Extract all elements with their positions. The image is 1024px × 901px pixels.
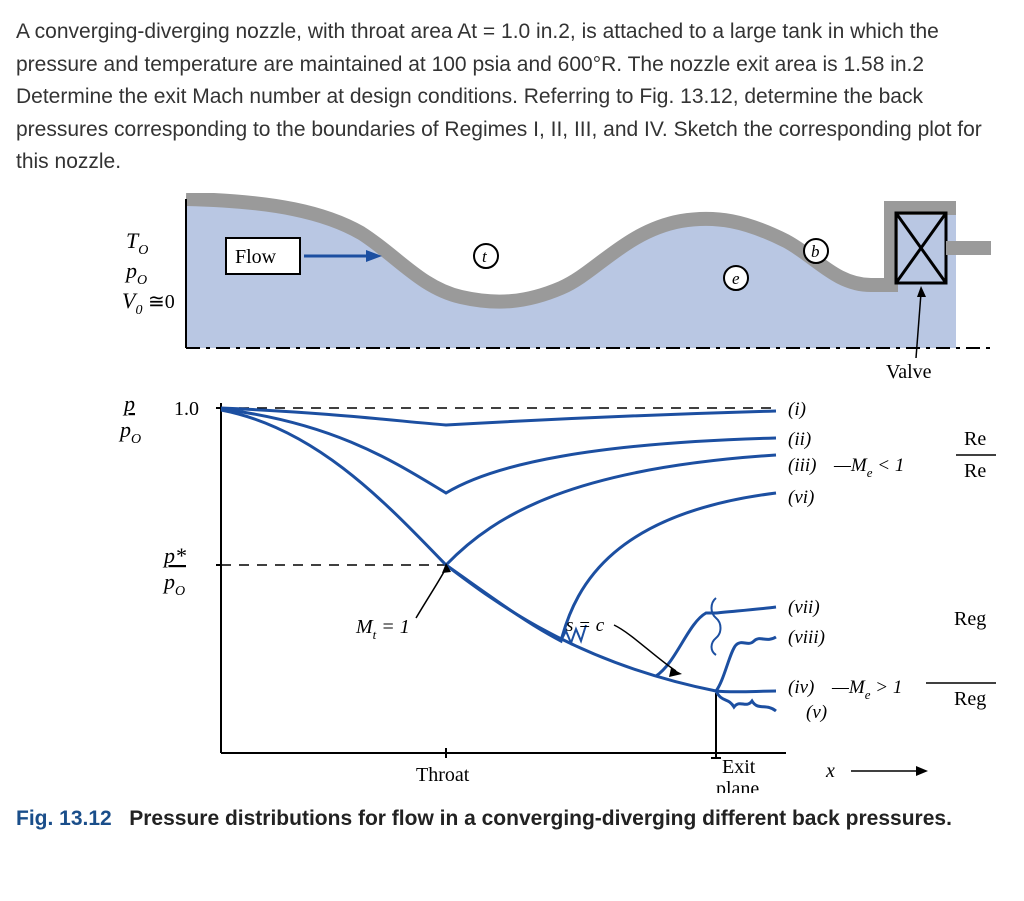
svg-text:Throat: Throat bbox=[416, 764, 470, 786]
point-e: e bbox=[724, 266, 748, 290]
curve-iii bbox=[221, 410, 776, 565]
curve-vi bbox=[446, 493, 776, 641]
regime-reg-mid: Reg bbox=[954, 608, 986, 630]
svg-text:p*: p* bbox=[162, 543, 186, 568]
svg-text:pO: pO bbox=[124, 258, 147, 288]
svg-text:e: e bbox=[732, 269, 740, 288]
valve-label: Valve bbox=[886, 361, 932, 383]
reservoir-labels: TO pO V0 ≅0 bbox=[122, 228, 175, 318]
lbl-viii: (viii) bbox=[788, 627, 825, 648]
svg-text:V0: V0 bbox=[122, 288, 142, 318]
svg-text:p: p bbox=[122, 391, 135, 416]
svg-text:plane: plane bbox=[716, 778, 759, 793]
svg-text:pO: pO bbox=[118, 417, 141, 447]
figure-caption: Fig. 13.12 Pressure distributions for fl… bbox=[16, 803, 1008, 836]
lbl-ii: (ii) bbox=[788, 429, 811, 450]
curve-v bbox=[716, 691, 776, 711]
lbl-v: (v) bbox=[806, 702, 827, 723]
figure: Flow t e b Valve TO pO V0 ≅0 1.0 p pO bbox=[16, 193, 996, 793]
svg-text:b: b bbox=[811, 242, 820, 261]
lbl-iv-note: —Me > 1 bbox=[831, 677, 902, 702]
svg-text:TO: TO bbox=[126, 228, 148, 258]
lbl-vi: (vi) bbox=[788, 487, 814, 508]
lbl-vii: (vii) bbox=[788, 597, 820, 618]
svg-text:pO: pO bbox=[162, 569, 185, 599]
flow-label: Flow bbox=[235, 246, 277, 268]
regime-re-top: Re bbox=[964, 428, 986, 450]
curve-iv bbox=[716, 691, 776, 692]
lbl-i: (i) bbox=[788, 399, 806, 420]
svg-text:x: x bbox=[825, 760, 835, 782]
regime-reg-bot: Reg bbox=[954, 688, 986, 710]
problem-statement: A converging-diverging nozzle, with thro… bbox=[16, 16, 1008, 179]
plot: 1.0 p pO p* pO Throat Exit plane x bbox=[118, 391, 996, 793]
curve-i bbox=[221, 408, 776, 425]
svg-text:1.0: 1.0 bbox=[174, 398, 199, 420]
figure-number: Fig. 13.12 bbox=[16, 807, 112, 830]
svg-text:Mt = 1: Mt = 1 bbox=[355, 616, 410, 642]
lbl-iii: (iii) bbox=[788, 455, 817, 476]
brace-vii bbox=[712, 598, 721, 655]
lbl-iv: (iv) bbox=[788, 677, 814, 698]
svg-text:Exit: Exit bbox=[722, 756, 756, 778]
sc-label: s = c bbox=[566, 615, 605, 636]
figure-caption-text: Pressure distributions for flow in a con… bbox=[129, 807, 952, 830]
lbl-iii-note: —Me < 1 bbox=[833, 455, 904, 480]
point-b: b bbox=[804, 239, 828, 263]
svg-text:≅0: ≅0 bbox=[148, 291, 175, 313]
curve-viii bbox=[716, 637, 776, 691]
point-t: t bbox=[474, 244, 498, 268]
regime-re-bot: Re bbox=[964, 460, 986, 482]
mt1-arrow bbox=[416, 568, 446, 618]
problem-text: A converging-diverging nozzle, with thro… bbox=[16, 20, 982, 173]
